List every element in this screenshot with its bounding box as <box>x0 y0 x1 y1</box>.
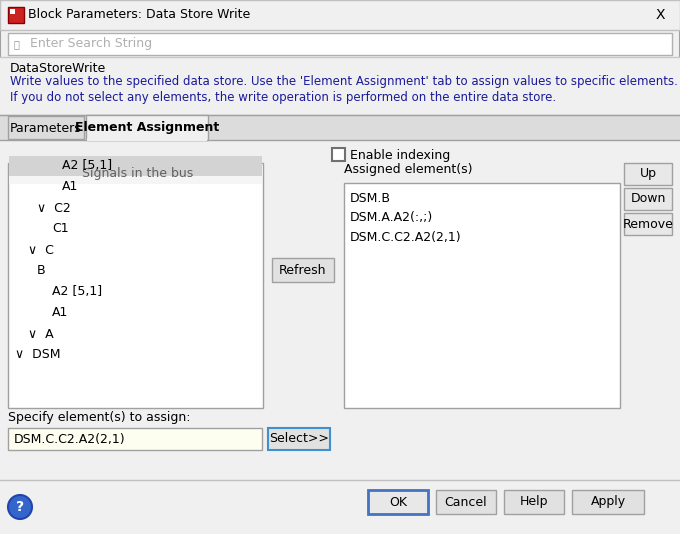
Text: Apply: Apply <box>590 496 626 508</box>
Text: A2 [5,1]: A2 [5,1] <box>52 286 102 299</box>
Text: Cancel: Cancel <box>445 496 488 508</box>
Text: ∨  C: ∨ C <box>28 244 54 256</box>
Bar <box>0 140 680 530</box>
Bar <box>86 115 208 140</box>
Bar <box>8 7 24 23</box>
Text: Specify element(s) to assign:: Specify element(s) to assign: <box>8 412 190 425</box>
Bar <box>87 138 207 141</box>
Text: Block Parameters: Data Store Write: Block Parameters: Data Store Write <box>28 9 250 21</box>
Text: Signals in the bus: Signals in the bus <box>82 168 194 180</box>
Text: Up: Up <box>639 168 656 180</box>
Text: DataStoreWrite: DataStoreWrite <box>10 61 106 75</box>
Bar <box>268 428 330 450</box>
Text: A1: A1 <box>62 180 78 193</box>
Text: Select>>: Select>> <box>269 433 329 445</box>
Text: ∨  C2: ∨ C2 <box>37 201 71 215</box>
Bar <box>572 490 644 514</box>
Text: ∨  A: ∨ A <box>28 327 54 341</box>
Text: Enter Search String: Enter Search String <box>30 37 152 51</box>
Bar <box>8 163 263 408</box>
Bar <box>332 148 345 161</box>
Bar <box>624 188 672 210</box>
Text: B: B <box>37 264 46 278</box>
Text: OK: OK <box>389 496 407 508</box>
Bar <box>9 156 262 176</box>
Bar <box>504 490 564 514</box>
Bar <box>0 115 680 140</box>
Text: A1: A1 <box>52 307 69 319</box>
Bar <box>624 163 672 185</box>
Bar <box>436 490 496 514</box>
Circle shape <box>8 495 32 519</box>
Bar <box>272 258 334 282</box>
Bar <box>0 0 680 30</box>
Bar <box>368 490 428 514</box>
Bar <box>344 183 620 408</box>
Text: Help: Help <box>520 496 548 508</box>
Text: DSM.C.C2.A2(2,1): DSM.C.C2.A2(2,1) <box>14 433 126 445</box>
Text: Remove: Remove <box>623 217 673 231</box>
Text: DSM.A.A2(:,;): DSM.A.A2(:,;) <box>350 211 433 224</box>
Text: 🔍: 🔍 <box>14 39 20 49</box>
Bar <box>8 428 262 450</box>
Text: Element Assignment: Element Assignment <box>75 122 219 135</box>
Text: ?: ? <box>16 500 24 514</box>
Text: DSM.C.C2.A2(2,1): DSM.C.C2.A2(2,1) <box>350 232 462 245</box>
Bar <box>624 213 672 235</box>
Text: C1: C1 <box>52 223 69 235</box>
Text: Write values to the specified data store. Use the 'Element Assignment' tab to as: Write values to the specified data store… <box>10 75 678 89</box>
Bar <box>10 9 15 14</box>
Bar <box>0 57 680 115</box>
Text: X: X <box>656 8 665 22</box>
Text: Refresh: Refresh <box>279 263 327 277</box>
Bar <box>9 164 262 184</box>
Text: ∨  DSM: ∨ DSM <box>15 349 61 362</box>
Text: If you do not select any elements, the write operation is performed on the entir: If you do not select any elements, the w… <box>10 91 556 105</box>
Text: Down: Down <box>630 192 666 206</box>
Text: A2 [5,1]: A2 [5,1] <box>62 160 112 172</box>
Bar <box>8 116 84 139</box>
Bar <box>8 33 672 55</box>
Text: Enable indexing: Enable indexing <box>350 148 450 161</box>
Text: Parameters: Parameters <box>10 122 82 135</box>
Text: Assigned element(s): Assigned element(s) <box>344 163 473 177</box>
Text: DSM.B: DSM.B <box>350 192 391 205</box>
Bar <box>0 480 680 534</box>
